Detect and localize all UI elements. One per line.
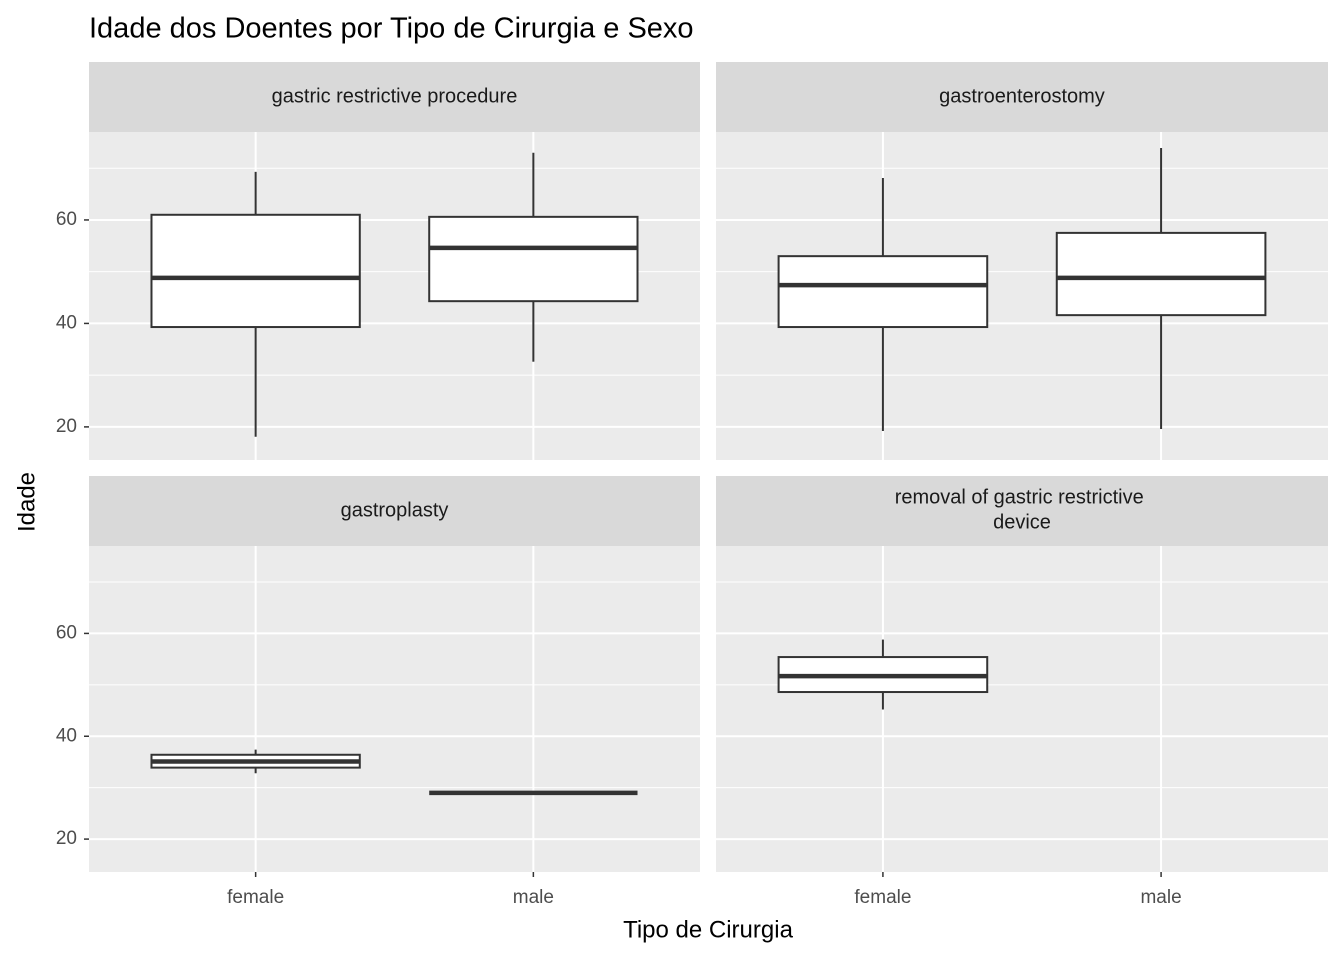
y-tick-label: 60: [56, 622, 77, 643]
x-tick-label: male: [513, 887, 554, 908]
strip: [716, 62, 1328, 132]
panel-background: [716, 546, 1328, 872]
y-axis-title: Idade: [13, 472, 40, 532]
y-tick-label: 20: [56, 416, 77, 437]
strip-label: gastroplasty: [341, 499, 449, 521]
x-tick-label: female: [227, 887, 284, 908]
strip: [89, 62, 700, 132]
box: [1055, 231, 1267, 317]
y-tick-label: 40: [56, 312, 77, 333]
x-axis-title: Tipo de Cirurgia: [623, 916, 794, 943]
chart-title: Idade dos Doentes por Tipo de Cirurgia e…: [89, 13, 694, 45]
panel-background: [89, 546, 700, 872]
strip-label: gastric restrictive procedure: [272, 85, 518, 107]
strip-label: gastroenterostomy: [939, 85, 1105, 107]
strip: [716, 476, 1328, 546]
x-tick-label: female: [854, 887, 911, 908]
box: [777, 255, 989, 329]
strip-label: removal of gastric restrictive device: [895, 487, 1150, 534]
x-tick-label: male: [1140, 887, 1181, 908]
box: [428, 215, 639, 303]
y-tick-label: 60: [56, 209, 77, 230]
y-tick-label: 40: [56, 725, 77, 746]
strip: [89, 476, 700, 546]
box: [150, 213, 361, 329]
y-tick-label: 20: [56, 828, 77, 849]
